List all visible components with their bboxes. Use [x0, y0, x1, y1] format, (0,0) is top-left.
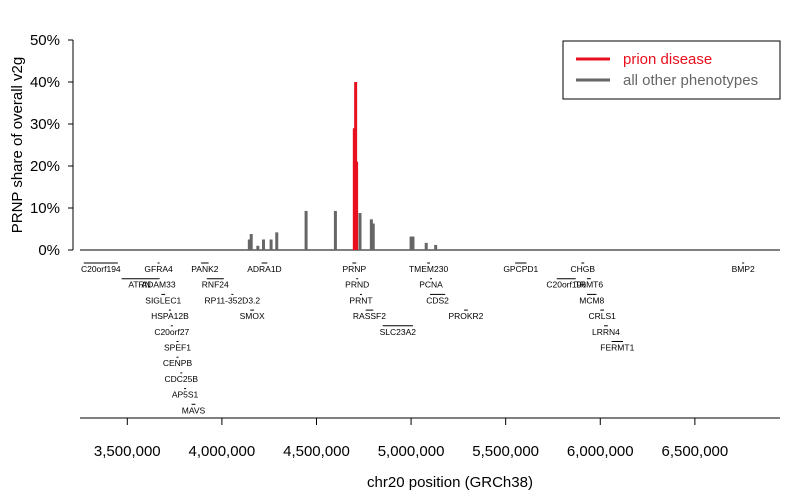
gene-label: CENPB — [163, 358, 193, 368]
gene-label: CHGB — [570, 264, 595, 274]
legend-label: all other phenotypes — [623, 72, 758, 89]
gene-label: LRRN4 — [592, 327, 620, 337]
y-tick-label: 50% — [30, 32, 60, 49]
gene-label: PANK2 — [191, 264, 219, 274]
gene-label: ADAM33 — [142, 280, 176, 290]
gene-label: RASSF2 — [353, 311, 386, 321]
gene-label: PROKR2 — [448, 311, 483, 321]
gene-label: SLC23A2 — [380, 327, 417, 337]
gene-label: PCNA — [419, 280, 443, 290]
gene-label: RNF24 — [202, 280, 229, 290]
gene-label: GFRA4 — [144, 264, 173, 274]
gene-label: FERMT1 — [600, 343, 634, 353]
y-tick-label: 10% — [30, 200, 60, 217]
y-tick-label: 30% — [30, 116, 60, 133]
gene-label: MCM8 — [579, 295, 604, 305]
gene-label: CRLS1 — [588, 311, 616, 321]
gene-label: C20orf194 — [81, 264, 121, 274]
gene-label: PRNP — [343, 264, 367, 274]
gene-label: PRND — [345, 280, 369, 290]
x-tick-label: 4,000,000 — [189, 443, 256, 460]
gene-label: PRNT — [349, 295, 372, 305]
legend-box — [562, 40, 781, 100]
gene-label: BMP2 — [732, 264, 755, 274]
gene-label: ADRA1D — [247, 264, 281, 274]
gene-label: C20orf196 — [546, 280, 586, 290]
x-tick-label: 5,000,000 — [378, 443, 445, 460]
x-axis-title: chr20 position (GRCh38) — [367, 474, 533, 491]
y-axis-title: PRNP share of overall v2g — [9, 57, 26, 233]
gene-label: TMEM230 — [409, 264, 448, 274]
y-tick-label: 40% — [30, 74, 60, 91]
legend-label: prion disease — [623, 51, 712, 68]
gene-label: CDS2 — [426, 295, 449, 305]
gene-label: TRMT6 — [575, 280, 604, 290]
gene-label: SIGLEC1 — [145, 295, 181, 305]
gene-label: AP5S1 — [172, 390, 199, 400]
gene-label: HSPA12B — [151, 311, 189, 321]
gene-label: ATRN — [128, 280, 151, 290]
x-tick-label: 6,500,000 — [661, 443, 728, 460]
y-tick-label: 20% — [30, 158, 60, 175]
gene-label: RP11-352D3.2 — [205, 295, 261, 305]
gene-label: C20orf27 — [154, 327, 189, 337]
gene-label: SMOX — [240, 311, 265, 321]
gene-label: MAVS — [182, 405, 206, 415]
gene-label: SPEF1 — [164, 343, 191, 353]
x-tick-label: 5,500,000 — [472, 443, 539, 460]
x-tick-label: 3,500,000 — [94, 443, 161, 460]
x-tick-label: 4,500,000 — [283, 443, 350, 460]
gene-label: CDC25B — [164, 374, 198, 384]
gene-label: GPCPD1 — [503, 264, 538, 274]
y-tick-label: 0% — [38, 242, 60, 259]
x-tick-label: 6,000,000 — [567, 443, 634, 460]
